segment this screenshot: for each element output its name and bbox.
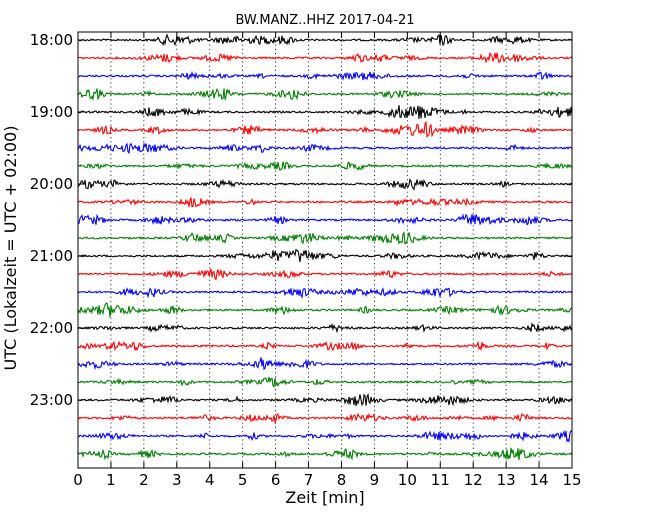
trace-line — [77, 51, 573, 64]
y-tick-label: 20:00 — [30, 175, 73, 193]
x-tick-label: 3 — [172, 471, 182, 489]
trace-line — [77, 287, 573, 299]
x-tick-label: 15 — [562, 471, 581, 489]
x-tick-label: 14 — [530, 471, 549, 489]
y-tick-label: 21:00 — [30, 247, 73, 265]
trace-line — [77, 160, 573, 172]
x-tick-label: 4 — [205, 471, 215, 489]
x-tick-label: 13 — [497, 471, 516, 489]
trace-line — [77, 447, 573, 461]
y-tick-label: 22:00 — [30, 319, 73, 337]
trace-line — [77, 429, 573, 443]
y-axis-ticks: 18:00 19:00 20:00 21:00 22:00 23:00 — [30, 31, 572, 409]
x-tick-label: 8 — [337, 471, 347, 489]
trace-line — [77, 248, 573, 263]
x-tick-label: 10 — [398, 471, 417, 489]
trace-line — [77, 178, 573, 191]
x-tick-label: 0 — [73, 471, 83, 489]
x-tick-label: 6 — [271, 471, 281, 489]
trace-line — [77, 213, 573, 226]
y-tick-label: 19:00 — [30, 103, 73, 121]
x-tick-label: 12 — [464, 471, 483, 489]
trace-line — [77, 302, 573, 318]
trace-line — [77, 231, 573, 245]
trace-line — [77, 268, 573, 281]
trace-lines — [77, 33, 573, 461]
plot-frame — [77, 31, 573, 469]
y-tick-label: 23:00 — [30, 391, 73, 409]
x-axis-label: Zeit [min] — [285, 488, 364, 507]
x-tick-label: 2 — [139, 471, 149, 489]
x-tick-label: 1 — [106, 471, 116, 489]
trace-line — [77, 340, 573, 352]
x-tick-label: 5 — [238, 471, 248, 489]
trace-line — [77, 70, 573, 81]
trace-line — [77, 142, 573, 155]
chart-title: BW.MANZ..HHZ 2017-04-21 — [235, 13, 414, 28]
x-tick-label: 7 — [304, 471, 314, 489]
x-tick-label: 11 — [431, 471, 450, 489]
trace-line — [77, 105, 573, 119]
trace-line — [77, 376, 573, 388]
trace-line — [77, 392, 573, 407]
trace-line — [77, 412, 573, 424]
x-tick-label: 9 — [370, 471, 380, 489]
y-tick-label: 18:00 — [30, 31, 73, 49]
trace-line — [77, 120, 573, 139]
trace-line — [77, 33, 573, 47]
trace-line — [77, 197, 573, 208]
trace-line — [77, 88, 573, 101]
x-axis-ticks: 0 1 2 3 4 5 6 7 8 9 10 11 12 13 14 15 — [73, 32, 582, 489]
trace-line — [77, 322, 573, 334]
y-axis-label: UTC (Lokalzeit = UTC + 02:00) — [1, 126, 20, 371]
trace-line — [77, 357, 573, 371]
